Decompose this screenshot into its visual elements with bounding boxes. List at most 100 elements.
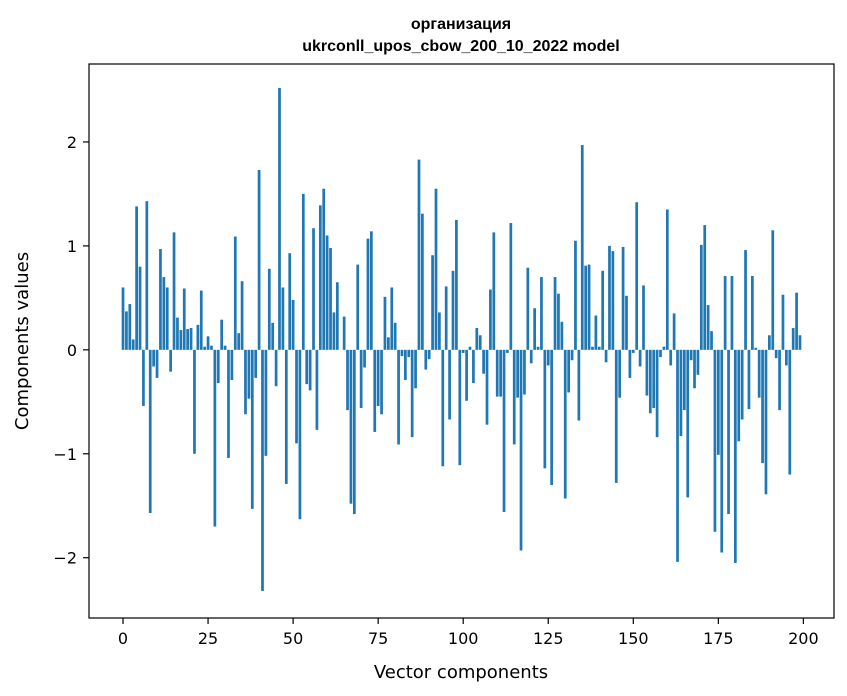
bar-component-10 — [155, 349, 159, 378]
bar-component-73 — [369, 231, 373, 350]
bar-component-75 — [376, 349, 380, 406]
bar-component-39 — [254, 349, 258, 378]
bar-component-30 — [223, 345, 227, 350]
bar-component-154 — [645, 349, 649, 396]
bar-component-158 — [659, 349, 662, 358]
bar-component-197 — [791, 328, 795, 350]
bar-component-37 — [247, 349, 251, 399]
bar-component-19 — [186, 329, 190, 350]
bar-component-8 — [148, 349, 152, 514]
bar-component-34 — [237, 333, 241, 350]
bar-component-123 — [540, 277, 543, 350]
bar-component-108 — [489, 289, 492, 350]
bar-component-189 — [764, 349, 768, 495]
bar-component-165 — [682, 349, 686, 411]
x-tick-label: 125 — [533, 629, 564, 648]
bar-component-12 — [162, 277, 166, 350]
bar-component-140 — [597, 346, 601, 350]
bar-component-177 — [723, 276, 727, 350]
bar-component-65 — [342, 316, 346, 350]
bar-component-121 — [533, 308, 536, 350]
bar-component-79 — [390, 287, 394, 350]
y-tick-label: −2 — [53, 549, 77, 568]
bar-component-169 — [696, 349, 700, 375]
bar-component-111 — [499, 349, 502, 397]
bar-component-125 — [546, 349, 550, 366]
y-tick-label: 0 — [67, 341, 77, 360]
bar-component-159 — [662, 346, 666, 350]
bar-component-178 — [727, 349, 730, 515]
bar-component-198 — [795, 292, 798, 350]
bar-component-162 — [672, 313, 676, 350]
bar-component-199 — [798, 335, 802, 350]
x-tick-label: 25 — [198, 629, 218, 648]
bar-component-175 — [716, 349, 720, 455]
bar-component-187 — [757, 349, 761, 398]
y-tick-label: 2 — [67, 133, 77, 152]
bar-component-35 — [240, 281, 244, 350]
bar-component-181 — [737, 349, 741, 442]
bar-component-49 — [288, 253, 292, 350]
bar-component-195 — [785, 349, 788, 366]
bar-component-89 — [424, 349, 428, 370]
bar-component-26 — [210, 345, 213, 350]
bar-component-126 — [550, 349, 554, 485]
bar-component-2 — [128, 304, 132, 350]
bar-component-18 — [182, 288, 186, 350]
bar-component-113 — [506, 349, 509, 353]
x-tick-label: 0 — [118, 629, 128, 648]
bar-component-164 — [679, 349, 683, 437]
bar-component-67 — [349, 349, 353, 504]
bar-component-104 — [475, 328, 479, 350]
bar-component-57 — [315, 349, 319, 430]
bar-component-58 — [318, 205, 322, 350]
bar-component-44 — [271, 322, 275, 350]
bar-component-180 — [733, 349, 737, 563]
bar-component-179 — [730, 276, 734, 350]
bar-component-3 — [131, 339, 135, 350]
x-tick-label: 100 — [448, 629, 479, 648]
bar-component-70 — [359, 349, 363, 409]
bar-component-137 — [587, 264, 591, 350]
bar-component-98 — [455, 219, 458, 350]
bar-component-146 — [618, 349, 622, 398]
bar-component-63 — [335, 282, 339, 350]
chart-subtitle: ukrconll_upos_cbow_200_10_2022 model — [302, 38, 619, 55]
bar-component-147 — [621, 246, 625, 350]
x-tick-label: 50 — [283, 629, 303, 648]
bar-component-118 — [523, 349, 526, 395]
bar-component-185 — [751, 276, 754, 350]
bar-component-161 — [669, 349, 673, 366]
x-tick-label: 75 — [368, 629, 388, 648]
bar-component-78 — [387, 337, 390, 350]
bar-component-33 — [233, 236, 237, 350]
bar-component-145 — [614, 349, 618, 483]
bar-component-190 — [768, 335, 771, 350]
bar-component-21 — [193, 349, 196, 454]
bar-component-160 — [665, 209, 669, 350]
bar-component-127 — [553, 277, 557, 350]
bar-component-101 — [465, 349, 468, 401]
bar-component-163 — [676, 349, 679, 562]
bar-component-186 — [754, 347, 758, 350]
bar-component-133 — [574, 240, 577, 350]
bar-component-176 — [720, 349, 724, 553]
bar-component-131 — [567, 349, 571, 393]
bar-component-153 — [642, 285, 645, 350]
bar-component-134 — [577, 349, 581, 421]
bar-component-60 — [325, 235, 329, 350]
x-axis-ticks: 0 25 50 75 100 125 150 175 200 — [118, 618, 819, 648]
bar-component-194 — [781, 294, 785, 350]
bar-component-138 — [591, 346, 594, 350]
bar-component-116 — [516, 349, 519, 398]
bar-component-15 — [172, 232, 176, 350]
bar-component-183 — [744, 250, 747, 350]
bar-component-80 — [393, 322, 397, 350]
bar-component-191 — [771, 230, 775, 350]
bar-component-152 — [638, 349, 642, 367]
bar-component-87 — [417, 159, 421, 350]
bar-component-135 — [580, 145, 584, 350]
bar-component-97 — [451, 270, 455, 350]
bar-component-47 — [281, 287, 285, 350]
